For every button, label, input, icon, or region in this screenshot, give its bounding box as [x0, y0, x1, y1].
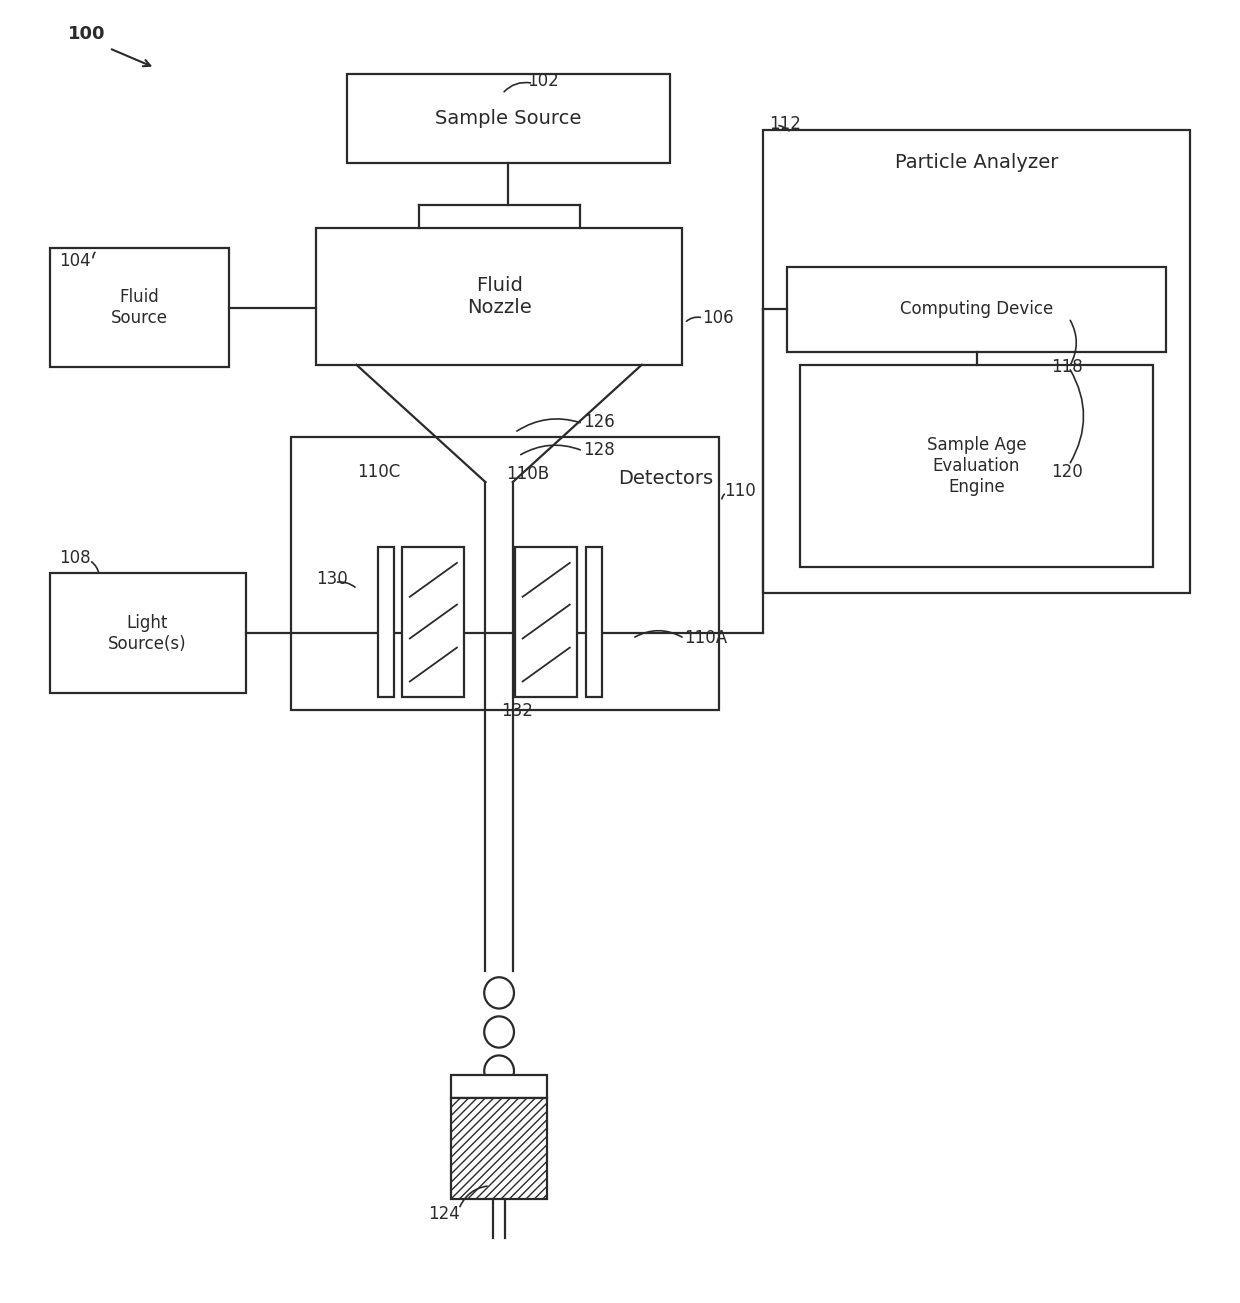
Text: 126: 126 — [583, 413, 615, 431]
Bar — [316, 228, 682, 365]
Text: Light
Source(s): Light Source(s) — [108, 614, 187, 653]
Bar — [347, 74, 670, 163]
Bar — [587, 547, 603, 697]
Text: 118: 118 — [1052, 358, 1084, 377]
Text: 124: 124 — [428, 1205, 460, 1224]
Circle shape — [484, 1055, 515, 1087]
Text: Sample Age
Evaluation
Engine: Sample Age Evaluation Engine — [926, 437, 1027, 495]
Text: 102: 102 — [527, 72, 559, 90]
Circle shape — [484, 1016, 515, 1048]
Bar — [402, 547, 464, 697]
Bar — [800, 365, 1153, 567]
Bar — [451, 1098, 548, 1199]
Text: Fluid
Nozzle: Fluid Nozzle — [466, 276, 532, 317]
Text: 110B: 110B — [506, 465, 549, 483]
Bar — [50, 573, 246, 693]
Text: 112: 112 — [769, 115, 801, 133]
Bar — [787, 267, 1166, 352]
Text: 132: 132 — [501, 702, 533, 721]
Bar — [377, 547, 394, 697]
Text: 100: 100 — [68, 25, 105, 43]
Bar — [291, 437, 719, 710]
Text: 110A: 110A — [684, 629, 728, 648]
Circle shape — [484, 1134, 515, 1165]
Text: 106: 106 — [702, 309, 734, 327]
Text: 130: 130 — [316, 569, 348, 588]
Text: Sample Source: Sample Source — [435, 109, 582, 128]
Text: 120: 120 — [1052, 463, 1084, 481]
Circle shape — [484, 1095, 515, 1126]
Text: Particle Analyzer: Particle Analyzer — [895, 154, 1058, 172]
Bar — [763, 130, 1190, 593]
Bar — [50, 248, 229, 367]
Text: Computing Device: Computing Device — [900, 301, 1053, 318]
Circle shape — [484, 977, 515, 1009]
Text: Detectors: Detectors — [618, 469, 713, 489]
Bar — [516, 547, 578, 697]
Text: 108: 108 — [60, 549, 92, 567]
Text: 110C: 110C — [357, 463, 401, 481]
Text: 110: 110 — [724, 482, 756, 500]
Bar — [451, 1075, 548, 1098]
Text: 128: 128 — [583, 440, 615, 459]
Text: 104: 104 — [60, 251, 92, 270]
Text: Fluid
Source: Fluid Source — [112, 288, 167, 327]
